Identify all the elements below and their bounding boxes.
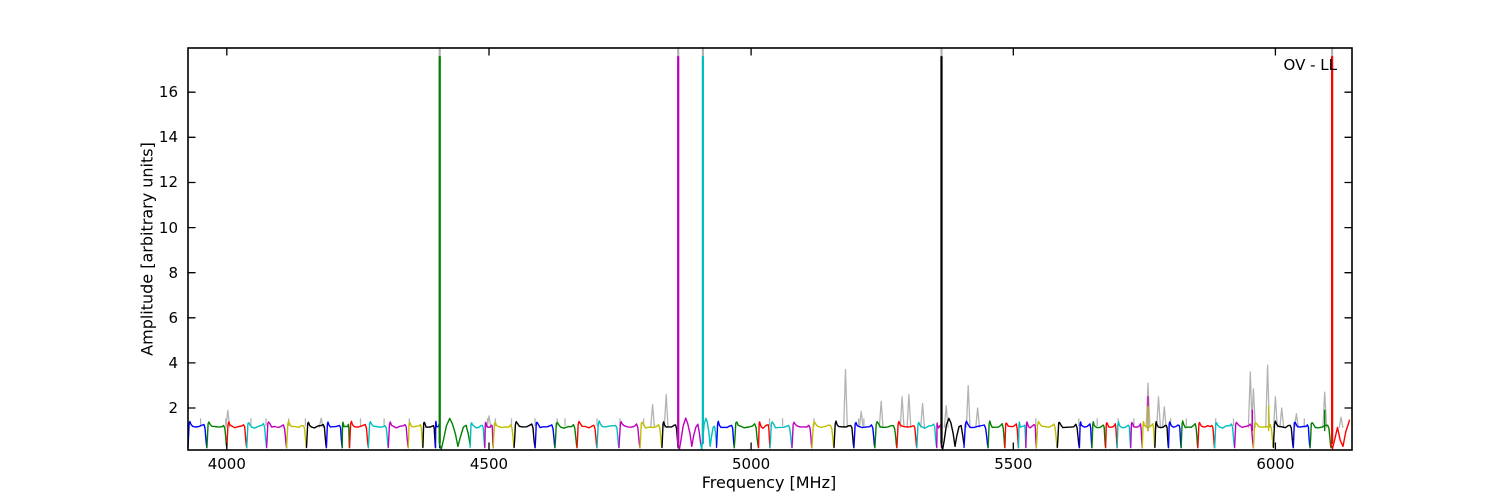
x-tick-label: 6000: [1256, 455, 1295, 473]
x-tick-label: 5500: [994, 455, 1033, 473]
y-tick-label: 12: [158, 173, 178, 192]
y-tick-label: 14: [158, 128, 178, 147]
x-tick-label: 4000: [207, 455, 246, 473]
y-tick-label: 16: [158, 83, 178, 102]
y-tick-label: 6: [168, 308, 178, 327]
y-tick-label: 10: [158, 218, 178, 237]
x-tick-label: 5000: [732, 455, 771, 473]
y-tick-label: 4: [168, 353, 178, 372]
x-axis-label: Frequency [MHz]: [701, 473, 837, 492]
x-tick-label: 4500: [469, 455, 509, 473]
station-polarization-label: OV - LL: [1283, 56, 1337, 74]
y-tick-label: 2: [168, 399, 178, 418]
y-tick-label: 8: [168, 263, 178, 282]
y-axis-label: Amplitude [arbitrary units]: [137, 142, 157, 356]
